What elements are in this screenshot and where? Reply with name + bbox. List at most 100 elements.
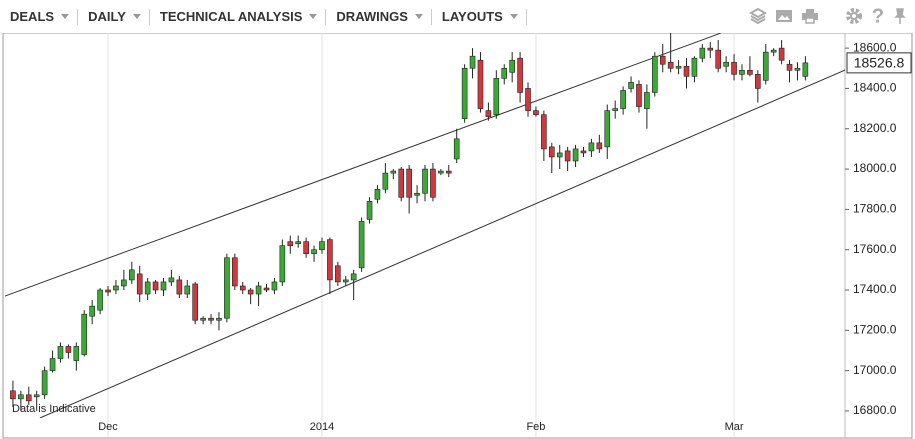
candle-body xyxy=(430,168,436,198)
candle-body xyxy=(691,57,698,77)
candle-body xyxy=(422,168,428,194)
candle-body xyxy=(794,67,801,71)
menu-drawings[interactable]: DRAWINGS xyxy=(326,8,432,25)
candle-body xyxy=(247,289,254,295)
candle-body xyxy=(517,57,523,93)
candle-body xyxy=(342,279,349,283)
candle-body xyxy=(525,88,531,111)
candle-body xyxy=(588,142,595,152)
last-price-box xyxy=(846,52,912,74)
candle-body xyxy=(501,67,508,79)
candle-body xyxy=(469,55,476,69)
candle-body xyxy=(287,241,294,246)
candle-body xyxy=(168,277,175,283)
candle-body xyxy=(390,170,397,174)
y-tick-label: 17000.0 xyxy=(853,363,897,377)
caret xyxy=(414,14,423,19)
candle-body xyxy=(208,317,214,321)
candle-body xyxy=(786,63,793,71)
candle-body xyxy=(675,65,682,69)
candle-body xyxy=(311,249,317,255)
candle-body xyxy=(295,241,302,244)
candle-body xyxy=(358,221,365,269)
candle-body xyxy=(81,313,88,355)
menu-label: DRAWINGS xyxy=(336,9,408,24)
settings-icon[interactable] xyxy=(845,7,863,25)
candle-body xyxy=(667,61,674,69)
candle-body xyxy=(461,67,468,119)
candle-body xyxy=(97,289,103,311)
candle-body xyxy=(279,245,286,283)
candle-body xyxy=(160,281,167,291)
candle-body xyxy=(216,317,222,321)
spacer xyxy=(827,7,837,25)
candle-body xyxy=(303,241,309,255)
candle-body xyxy=(382,172,389,190)
candle-body xyxy=(33,394,40,398)
candle-body xyxy=(406,168,412,198)
y-tick-label: 18600.0 xyxy=(853,40,897,54)
candle-body xyxy=(176,279,183,295)
menu-layouts[interactable]: LAYOUTS xyxy=(432,8,527,25)
chart: Dec 2014 Feb Mar 16800.0 17000.0 17200.0 17400.… xyxy=(2,33,913,439)
menu-deals[interactable]: DEALS xyxy=(0,8,79,25)
y-tick-label: 16800.0 xyxy=(853,403,897,417)
candle-body xyxy=(73,346,80,361)
caret xyxy=(309,14,318,19)
trend-line xyxy=(39,69,845,418)
candle-body xyxy=(335,265,341,283)
candle-body xyxy=(49,358,56,371)
layers-icon[interactable] xyxy=(749,7,767,25)
candle-body xyxy=(445,170,452,174)
candle-body xyxy=(731,61,737,75)
pin-icon[interactable] xyxy=(893,7,907,25)
candle-body xyxy=(770,49,777,53)
candle-body xyxy=(271,281,278,291)
candle-body xyxy=(747,69,753,75)
candle-body xyxy=(128,269,135,281)
candle-body xyxy=(604,110,611,148)
candle-body xyxy=(414,192,420,196)
candle-body xyxy=(105,289,111,293)
plot xyxy=(4,33,845,418)
y-tick-label: 18200.0 xyxy=(853,121,897,135)
y-tick-label: 17400.0 xyxy=(853,282,897,296)
candle-body xyxy=(699,47,706,59)
candle-body xyxy=(802,62,809,77)
candle-body xyxy=(232,257,238,287)
help-icon[interactable]: ? xyxy=(871,7,885,25)
menu-technical-analysis[interactable]: TECHNICAL ANALYSIS xyxy=(150,8,327,25)
candle-body xyxy=(620,90,626,109)
last-price-label: 18526.8 xyxy=(854,55,905,71)
candle-body xyxy=(438,170,444,174)
candle-body xyxy=(636,84,642,107)
candle-body xyxy=(548,146,555,158)
toolbar: DEALS DAILY TECHNICAL ANALYSIS DRAWINGS … xyxy=(0,0,915,33)
candle-body xyxy=(533,110,539,115)
y-tick-label: 18000.0 xyxy=(853,161,897,175)
candle-body xyxy=(263,287,270,291)
candle-body xyxy=(572,148,579,162)
menu-daily[interactable]: DAILY xyxy=(78,8,150,25)
candle-body xyxy=(628,82,634,89)
candle-body xyxy=(10,390,16,400)
candle-body xyxy=(564,150,571,162)
caret xyxy=(132,14,141,19)
candle-body xyxy=(374,188,381,200)
candle-body xyxy=(239,285,246,291)
candle-body xyxy=(644,92,650,109)
trend-line xyxy=(4,33,721,297)
x-tick-label: Feb xyxy=(526,421,545,433)
image-icon[interactable] xyxy=(775,7,793,25)
candle-body xyxy=(485,110,492,117)
candle-body xyxy=(556,152,563,158)
menu-label: LAYOUTS xyxy=(441,9,503,24)
candle-body xyxy=(327,239,333,281)
candle-body xyxy=(319,241,325,250)
candle-body xyxy=(755,74,761,89)
candle-body xyxy=(580,150,587,154)
y-tick-label: 17200.0 xyxy=(853,322,897,336)
candle-body xyxy=(152,281,159,291)
print-icon[interactable] xyxy=(801,7,819,25)
